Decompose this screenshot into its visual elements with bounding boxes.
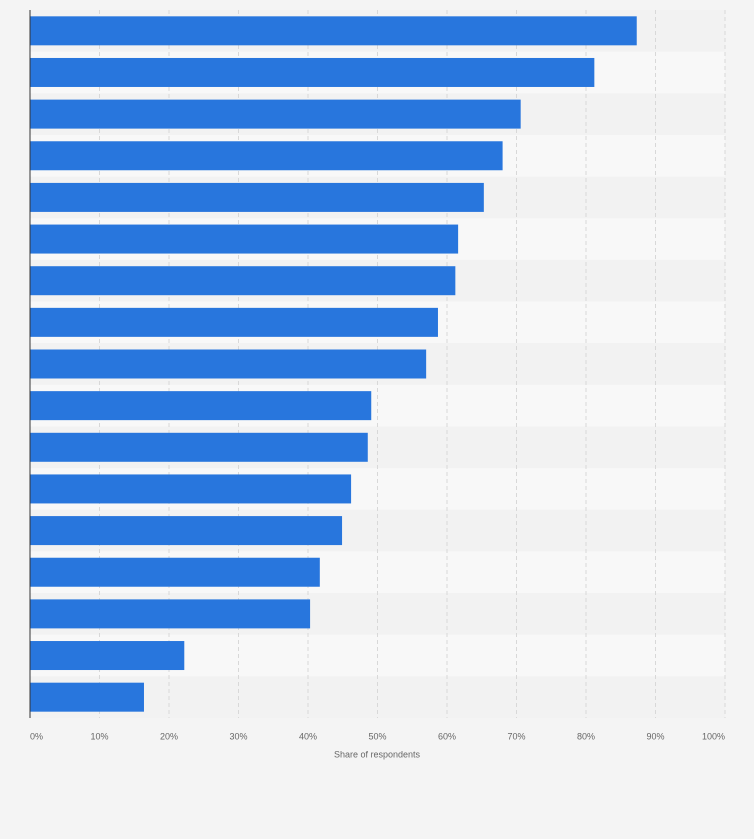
x-tick-label: 90% xyxy=(646,731,664,741)
x-tick-label: 0% xyxy=(30,731,43,741)
x-axis-title: Share of respondents xyxy=(334,749,421,759)
x-tick-label: 60% xyxy=(438,731,456,741)
bar xyxy=(30,682,144,712)
bar xyxy=(30,99,521,129)
bar xyxy=(30,266,456,296)
bar xyxy=(30,516,343,546)
bar xyxy=(30,307,438,337)
bar xyxy=(30,182,484,212)
x-tick-label: 80% xyxy=(577,731,595,741)
bar xyxy=(30,432,368,462)
x-tick-label: 40% xyxy=(299,731,317,741)
bar xyxy=(30,391,372,421)
bar xyxy=(30,557,320,587)
bar xyxy=(30,349,427,379)
bar xyxy=(30,474,352,504)
bar xyxy=(30,16,637,46)
bar xyxy=(30,141,503,171)
x-tick-label: 100% xyxy=(702,731,725,741)
x-tick-label: 50% xyxy=(368,731,386,741)
bar xyxy=(30,224,459,254)
bar xyxy=(30,641,185,671)
x-tick-label: 70% xyxy=(507,731,525,741)
x-tick-label: 30% xyxy=(229,731,247,741)
x-tick-label: 20% xyxy=(160,731,178,741)
bar xyxy=(30,599,311,629)
bar xyxy=(30,57,595,87)
x-tick-label: 10% xyxy=(90,731,108,741)
